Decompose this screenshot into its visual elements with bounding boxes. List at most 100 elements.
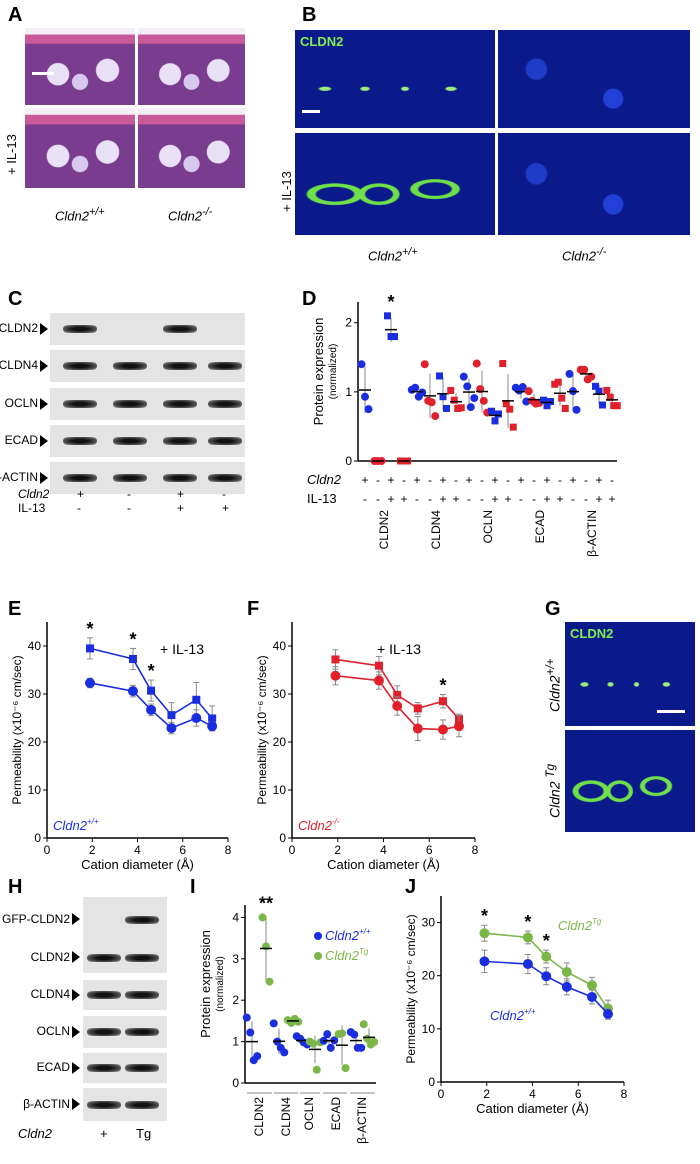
- blot-strip-3: [50, 425, 245, 457]
- data-point: [127, 686, 138, 697]
- data-point: [411, 383, 420, 392]
- data-point: [586, 991, 597, 1002]
- blot-strip-4: [50, 462, 245, 494]
- category-label: CLDN4: [429, 510, 443, 550]
- protein-name: β-ACTIN: [0, 470, 38, 484]
- data-point: [312, 1065, 321, 1074]
- cldn2-sign: +: [361, 473, 368, 487]
- genotype-inset-label: Cldn2-/-: [298, 817, 340, 833]
- x-tick-label: 4: [529, 1087, 536, 1101]
- blot-label-3: OCLN: [37, 1024, 80, 1038]
- y-tick-label: 3: [232, 952, 239, 966]
- label-sup: +/+: [524, 1007, 536, 1016]
- band: [125, 1100, 159, 1109]
- arrow-icon: [40, 434, 48, 447]
- genotype-label-ko-a: Cldn2-/-: [168, 206, 212, 223]
- data-point: [439, 393, 447, 401]
- scale-bar: [302, 110, 320, 113]
- significance-star: *: [387, 292, 394, 312]
- band: [87, 1064, 121, 1072]
- data-point: [207, 721, 218, 732]
- y-tick-label: 10: [28, 783, 42, 797]
- cldn2-sign: +: [569, 473, 576, 487]
- x-tick-label: 8: [472, 843, 479, 857]
- x-tick-label: 6: [575, 1087, 582, 1101]
- y-tick-label: 40: [28, 639, 42, 653]
- data-point: [547, 398, 554, 406]
- data-point: [192, 695, 201, 704]
- band: [113, 474, 147, 482]
- blot-label-4: ECAD: [37, 1060, 80, 1074]
- data-point: [541, 971, 552, 982]
- il13-sign: -: [415, 492, 419, 506]
- protein-name: CLDN4: [30, 987, 70, 1001]
- blot-label-4: β-ACTIN: [0, 470, 48, 484]
- data-point: [561, 404, 569, 412]
- y-tick-label: 10: [273, 783, 287, 797]
- panel-label-f: F: [247, 598, 260, 620]
- il13-sign: -: [584, 492, 588, 506]
- if-image-g-tg: [565, 730, 695, 832]
- category-label: CLDN4: [279, 1097, 293, 1137]
- data-point: [502, 400, 510, 408]
- label-base: Cldn2: [490, 1008, 525, 1023]
- data-point: [370, 1038, 379, 1047]
- il13-sign: +: [491, 492, 498, 506]
- band: [163, 325, 197, 333]
- x-tick-label: 2: [334, 843, 341, 857]
- significance-star: *: [86, 619, 93, 639]
- data-point: [586, 980, 597, 991]
- data-point: [392, 701, 403, 711]
- blot-label-5: β-ACTIN: [23, 1097, 80, 1111]
- data-point: [128, 654, 137, 663]
- x-tick-label: 4: [380, 843, 387, 857]
- x-tick-label: 0: [438, 1087, 445, 1101]
- data-point: [246, 1028, 255, 1037]
- data-point: [518, 383, 527, 392]
- protein-name: CLDN2: [30, 949, 70, 964]
- significance-star: *: [524, 912, 531, 932]
- data-point: [543, 402, 551, 410]
- data-point: [453, 721, 464, 732]
- data-point: [472, 359, 481, 368]
- data-point: [613, 402, 621, 410]
- y-tick-label: 20: [28, 735, 42, 749]
- significance-star: *: [129, 629, 136, 649]
- y-tick-label: 20: [422, 969, 436, 983]
- il13-sign: -: [428, 492, 432, 506]
- data-point: [331, 655, 340, 664]
- protein-name: CLDN4: [0, 358, 38, 372]
- series-legend-label: Cldn2+/+: [490, 1007, 536, 1023]
- y-tick-label: 40: [273, 639, 287, 653]
- band: [163, 437, 197, 445]
- data-point: [269, 1019, 278, 1028]
- y-tick-label: 0: [428, 1075, 435, 1089]
- y-tick-label: 0: [279, 831, 286, 845]
- cldn2-sign: -: [532, 473, 536, 487]
- lane-genotype: +: [100, 1126, 108, 1141]
- data-point: [341, 1064, 350, 1073]
- panel-label-d: D: [302, 288, 317, 310]
- lane-genotype: Tg: [136, 1126, 152, 1141]
- data-point: [253, 1052, 262, 1061]
- blot-strip-0: [50, 313, 245, 345]
- series-legend-label: Cldn2Tg: [558, 917, 602, 933]
- data-point: [541, 951, 552, 962]
- category-label: ECAD: [329, 1097, 343, 1131]
- he-image-wt: [25, 28, 135, 105]
- scale-bar: [32, 72, 54, 75]
- genotype-inset-label: Cldn2+/+: [53, 817, 99, 833]
- data-point: [580, 365, 589, 374]
- data-point: [603, 386, 611, 394]
- data-point: [587, 372, 596, 381]
- data-point: [359, 1020, 368, 1029]
- lane-il13-sign: +: [177, 501, 185, 515]
- lane-il13-sign: +: [222, 501, 230, 515]
- band: [125, 953, 159, 962]
- blot-label-1: CLDN2: [31, 950, 80, 964]
- data-point: [391, 333, 398, 341]
- blot-label-3: ECAD: [5, 433, 48, 447]
- il13-sign: +: [387, 492, 394, 506]
- band: [63, 474, 97, 482]
